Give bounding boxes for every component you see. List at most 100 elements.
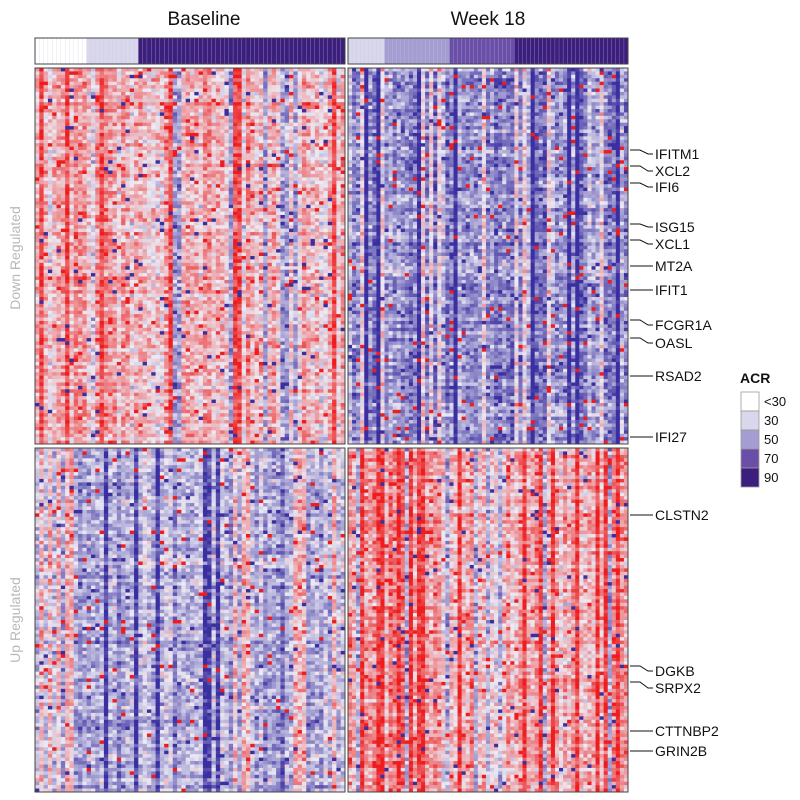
heatmap-cell <box>69 112 75 117</box>
heatmap-cell <box>241 238 247 243</box>
heatmap-cell <box>90 136 96 141</box>
heatmap-cell <box>69 91 75 96</box>
heatmap-cell <box>185 170 191 175</box>
heatmap-cell <box>190 276 195 281</box>
heatmap-cell <box>267 156 273 161</box>
heatmap-cell <box>336 293 342 298</box>
heatmap-cell <box>146 180 152 185</box>
heatmap-cell <box>159 126 165 130</box>
acr-annotation-cell <box>437 37 442 65</box>
heatmap-cell <box>39 129 44 134</box>
heatmap-cell <box>181 102 187 106</box>
heatmap-cell <box>65 71 70 76</box>
heatmap-cell <box>263 218 268 223</box>
heatmap-cell <box>129 163 135 168</box>
heatmap-cell <box>245 173 251 178</box>
heatmap-cell <box>155 245 161 250</box>
heatmap-cell <box>129 262 135 267</box>
heatmap-cell <box>233 105 238 110</box>
heatmap-cell <box>39 112 44 117</box>
heatmap-cell <box>323 249 329 253</box>
heatmap-cell <box>155 256 161 260</box>
heatmap-cell <box>323 98 329 103</box>
heatmap-cell <box>155 221 161 226</box>
heatmap-cell <box>336 71 342 76</box>
heatmap-cell <box>69 245 75 250</box>
heatmap-cell <box>233 235 238 240</box>
heatmap-cell <box>142 221 148 226</box>
heatmap-cell <box>194 279 199 284</box>
heatmap-cell <box>116 273 122 277</box>
heatmap-cell <box>237 98 243 103</box>
heatmap-cell <box>138 170 143 175</box>
heatmap-cell <box>319 252 324 257</box>
heatmap-cell <box>60 129 66 134</box>
heatmap-cell <box>314 102 320 106</box>
heatmap-cell <box>228 245 234 250</box>
heatmap-cell <box>267 184 273 188</box>
heatmap-cell <box>284 249 290 253</box>
heatmap-cell <box>327 156 333 161</box>
heatmap-cell <box>159 286 165 291</box>
heatmap-cell <box>65 143 70 147</box>
heatmap-cell <box>177 91 182 96</box>
heatmap-cell <box>103 173 109 178</box>
heatmap-cell <box>138 290 143 294</box>
heatmap-cell <box>224 279 230 284</box>
heatmap-cell <box>327 136 333 141</box>
heatmap-cell <box>284 286 290 291</box>
heatmap-cell <box>108 221 113 226</box>
heatmap-cell <box>129 129 135 134</box>
heatmap-cell <box>263 115 268 120</box>
heatmap-cell <box>224 235 230 240</box>
heatmap-cell <box>73 283 79 288</box>
heatmap-cell <box>168 232 174 236</box>
heatmap-cell <box>90 214 96 219</box>
heatmap-cell <box>198 266 204 271</box>
heatmap-cell <box>181 150 187 154</box>
heatmap-cell <box>306 153 311 158</box>
heatmap-cell <box>310 129 316 134</box>
heatmap-cell <box>65 218 70 223</box>
heatmap-cell <box>39 74 44 79</box>
heatmap-cell <box>39 146 44 151</box>
heatmap-cell <box>116 129 122 134</box>
heatmap-cell <box>202 279 208 284</box>
heatmap-cell <box>245 136 251 141</box>
heatmap-cell <box>185 112 191 117</box>
heatmap-cell <box>250 249 255 253</box>
heatmap-cell <box>202 269 208 274</box>
heatmap-cell <box>190 221 195 226</box>
heatmap-cell <box>258 153 264 158</box>
heatmap-cell <box>121 218 126 223</box>
heatmap-cell <box>267 276 273 281</box>
heatmap-cell <box>43 173 49 178</box>
heatmap-cell <box>86 78 92 83</box>
heatmap-cell <box>250 78 255 83</box>
heatmap-cell <box>250 269 255 274</box>
heatmap-cell <box>99 290 105 294</box>
heatmap-cell <box>332 119 337 124</box>
heatmap-cell <box>116 78 122 83</box>
heatmap-cell <box>56 228 62 233</box>
heatmap-cell <box>99 245 105 250</box>
heatmap-cell <box>211 156 217 161</box>
heatmap-cell <box>215 68 221 72</box>
heatmap-cell <box>241 262 247 267</box>
heatmap-cell <box>73 276 79 281</box>
heatmap-cell <box>233 221 238 226</box>
heatmap-cell <box>103 85 109 89</box>
heatmap-cell <box>340 225 346 230</box>
heatmap-cell <box>181 71 187 76</box>
heatmap-cell <box>60 102 66 106</box>
heatmap-cell <box>155 98 161 103</box>
heatmap-cell <box>314 68 320 72</box>
heatmap-cell <box>276 150 281 154</box>
heatmap-cell <box>280 129 286 134</box>
heatmap-cell <box>224 259 230 264</box>
heatmap-cell <box>155 150 161 154</box>
acr-annotation-cell <box>514 37 519 65</box>
heatmap-cell <box>82 204 88 209</box>
heatmap-cell <box>228 283 234 288</box>
heatmap-cell <box>271 146 277 151</box>
